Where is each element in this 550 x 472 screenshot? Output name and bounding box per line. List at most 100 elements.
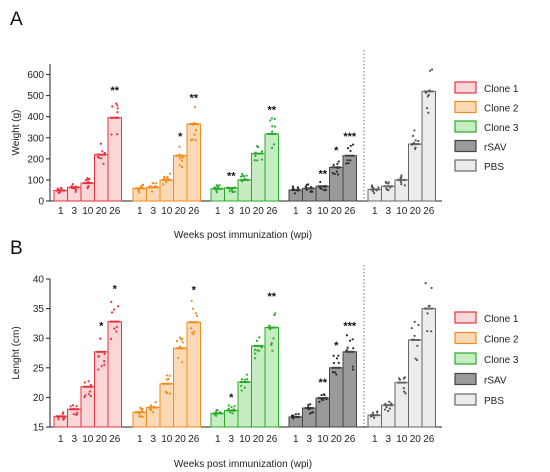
data-point	[71, 182, 74, 186]
data-point	[218, 411, 222, 414]
x-tick-label: 26	[109, 434, 121, 445]
data-point	[191, 307, 194, 310]
x-tick-label: 20	[253, 434, 265, 445]
data-point	[83, 395, 86, 399]
data-point	[426, 312, 429, 315]
bar	[302, 187, 317, 202]
y-tick-label: 40	[33, 275, 45, 286]
x-tick-label: 10	[317, 206, 329, 217]
data-point	[193, 105, 197, 109]
y-tick-label: 600	[27, 70, 44, 81]
data-point	[227, 407, 230, 410]
data-point	[345, 349, 348, 352]
significance-marker: *	[192, 284, 197, 296]
data-point	[100, 157, 103, 160]
data-point	[181, 341, 184, 344]
data-point	[72, 407, 75, 410]
data-point	[195, 314, 199, 318]
data-point	[103, 151, 106, 155]
data-point	[246, 178, 249, 181]
data-point	[137, 189, 140, 193]
data-point	[62, 418, 65, 421]
data-point	[430, 286, 433, 290]
legend-swatch	[454, 372, 477, 386]
x-axis-title-b: Weeks post immunization (wpi)	[174, 459, 312, 470]
data-point	[347, 162, 350, 165]
y-tick-label: 100	[27, 175, 44, 186]
data-point	[140, 184, 143, 188]
data-point	[411, 143, 414, 146]
data-point	[349, 149, 352, 153]
y-tick-label: 30	[33, 334, 45, 345]
data-point	[336, 162, 339, 166]
data-point	[430, 330, 433, 333]
data-point	[400, 183, 403, 186]
significance-marker: *	[229, 392, 234, 404]
data-point	[164, 391, 167, 394]
panel-label-a: A	[10, 9, 23, 30]
data-point	[76, 411, 79, 414]
x-tick-label: 20	[331, 206, 343, 217]
data-point	[192, 123, 195, 126]
data-point	[428, 89, 431, 92]
data-point	[179, 336, 182, 339]
data-point	[168, 374, 171, 377]
data-point	[189, 139, 193, 142]
data-point	[260, 150, 264, 153]
data-point	[88, 390, 91, 393]
data-point	[254, 151, 257, 154]
data-point	[325, 398, 328, 401]
data-point	[373, 191, 376, 195]
data-point	[309, 407, 312, 410]
data-point	[318, 400, 321, 403]
data-point	[297, 187, 300, 190]
data-point	[61, 412, 64, 415]
data-point	[138, 415, 141, 418]
data-point	[74, 185, 77, 188]
x-tick-label: 26	[109, 206, 121, 217]
data-point	[387, 189, 390, 192]
data-point	[84, 179, 88, 182]
data-point	[192, 121, 195, 125]
data-point	[193, 133, 196, 136]
data-point	[346, 346, 349, 349]
data-point	[273, 117, 276, 120]
bar	[302, 407, 317, 428]
significance-marker: *	[99, 320, 104, 332]
legend-swatch	[454, 139, 477, 153]
data-point	[257, 146, 260, 149]
bar	[107, 321, 122, 428]
data-point	[372, 414, 375, 417]
data-point	[240, 389, 243, 392]
data-point	[162, 175, 166, 179]
x-tick-label: 20	[96, 206, 108, 217]
data-point	[89, 394, 92, 398]
data-point	[56, 187, 59, 190]
data-point	[253, 159, 256, 162]
legend-label: Clone 1	[484, 84, 519, 95]
legend-label: rSAV	[484, 143, 507, 154]
significance-marker: **	[110, 85, 119, 97]
x-tick-label: 1	[293, 434, 299, 445]
data-point	[349, 144, 352, 148]
significance-marker: **	[267, 291, 276, 303]
y-tick-label: 25	[33, 363, 45, 374]
data-point	[386, 409, 390, 413]
bar	[186, 123, 201, 202]
y-tick-label: 500	[27, 91, 44, 102]
bar	[288, 416, 303, 428]
data-point	[243, 177, 246, 180]
data-point	[370, 184, 374, 187]
data-point	[178, 153, 181, 156]
data-point	[192, 333, 195, 336]
data-point	[110, 300, 113, 304]
bar	[173, 155, 188, 202]
legend-swatch	[454, 159, 477, 172]
data-point	[414, 139, 417, 142]
y-tick-label: 35	[33, 304, 45, 315]
data-point	[74, 190, 77, 193]
data-point	[89, 383, 92, 387]
data-point	[403, 376, 407, 379]
data-point	[228, 187, 231, 190]
